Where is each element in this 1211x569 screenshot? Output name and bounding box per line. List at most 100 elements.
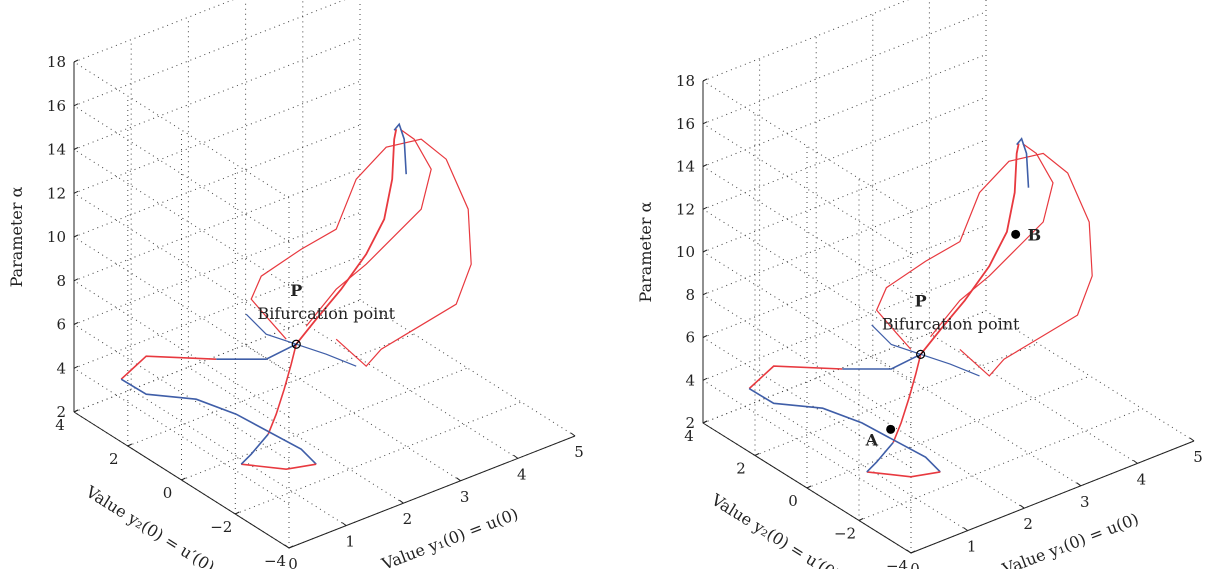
y-tick-label: 4 — [55, 416, 65, 434]
z-tick-mark — [73, 234, 79, 238]
grid-line — [858, 408, 1143, 521]
red-inner-branch — [930, 143, 1054, 338]
grid-line — [702, 310, 987, 424]
grid-line — [702, 208, 912, 340]
x-tick-label: 5 — [1193, 448, 1203, 466]
x-tick-mark — [399, 499, 404, 504]
blue-descending-branch — [240, 433, 269, 465]
y-tick-label-mark — [754, 453, 760, 456]
y-tick-label: −4 — [886, 557, 908, 569]
red-lower-loop — [241, 463, 317, 471]
grid-line — [73, 37, 361, 150]
z-axis-label: Parameter α — [636, 201, 655, 302]
x-axis-line — [910, 440, 1195, 554]
grid-line — [872, 355, 1082, 487]
grid-line — [702, 96, 987, 210]
z-tick-label: 4 — [56, 359, 66, 377]
z-tick-label: 8 — [685, 286, 695, 304]
grid-line — [759, 400, 968, 532]
x-tick-label: 4 — [1137, 470, 1147, 488]
blue-top-branch — [1016, 137, 1030, 188]
grid-line — [73, 280, 290, 418]
grid-line — [985, 310, 1195, 442]
grid-line — [702, 225, 987, 338]
red-upper-loop — [250, 138, 472, 368]
y-tick-label: 0 — [163, 484, 173, 502]
z-tick-mark — [702, 335, 708, 338]
bifurcation-marker-cross — [292, 340, 300, 348]
red-inner-branch — [305, 128, 432, 327]
blue-lower-loop — [748, 387, 941, 473]
grid-line — [235, 401, 522, 515]
z-tick-label: 14 — [676, 158, 695, 176]
z-tick-mark — [73, 365, 79, 369]
grid-line — [754, 343, 1039, 456]
x-tick-label: 4 — [517, 465, 527, 483]
x-tick-mark — [284, 544, 290, 549]
y-tick-label: −2 — [210, 518, 232, 536]
grid-line — [702, 139, 987, 253]
z-tick-mark — [73, 322, 79, 325]
x-tick-mark — [456, 477, 461, 482]
z-tick-label: 6 — [56, 316, 66, 334]
x-tick-mark — [1189, 437, 1195, 442]
bifurcation-marker — [291, 339, 301, 349]
z-tick-label: 4 — [685, 371, 695, 389]
x-axis-label: Value y₁(0) = u(0) — [999, 509, 1141, 569]
grid-line — [188, 366, 404, 504]
z-tick-mark — [702, 420, 708, 424]
grid-line — [702, 123, 912, 255]
z-tick-mark — [702, 249, 708, 253]
grid-line — [73, 367, 290, 505]
x-tick-label: 1 — [967, 538, 977, 556]
bifurcation-marker-cross — [917, 350, 925, 358]
x-tick-mark — [1019, 504, 1025, 509]
grid-line — [702, 166, 912, 297]
marked-point-b — [1011, 229, 1021, 239]
blue-descending-branch — [866, 441, 894, 473]
z-axis-label: Parameter α — [7, 186, 26, 287]
y-tick-label: −2 — [834, 525, 856, 543]
grid-line — [73, 212, 361, 325]
z-tick-label: 14 — [47, 141, 66, 159]
y-axis-label: Value y₂(0) = u′(0) — [82, 482, 218, 569]
z-tick-mark — [702, 121, 708, 125]
grid-line — [73, 0, 346, 107]
y-tick-label-mark — [910, 550, 916, 554]
y-tick-label-mark — [235, 511, 240, 515]
marked-point-a — [886, 424, 896, 434]
y-tick-label-mark — [127, 443, 133, 447]
blue-lower-loop — [120, 378, 317, 465]
x-tick-label: 2 — [1023, 515, 1033, 533]
marked-point-label-b: B — [1028, 225, 1042, 244]
grid-line — [73, 255, 361, 369]
grid-line — [702, 379, 912, 511]
red-left-loop — [120, 355, 217, 380]
z-tick-mark — [702, 377, 708, 381]
z-tick-mark — [702, 164, 708, 167]
x-tick-mark — [1076, 482, 1082, 487]
z-tick-label: 2 — [685, 414, 695, 432]
y-tick-label: 2 — [736, 460, 746, 478]
z-tick-label: 12 — [676, 200, 695, 218]
z-tick-label: 16 — [676, 115, 695, 133]
grid-line — [702, 54, 987, 167]
x-tick-label: 1 — [345, 533, 355, 551]
z-tick-mark — [702, 206, 708, 210]
grid-line — [73, 80, 361, 194]
red-lower-loop — [866, 471, 941, 478]
y-tick-label: 2 — [109, 450, 119, 468]
grid-line — [815, 377, 1025, 509]
x-tick-label: 2 — [403, 510, 413, 528]
z-tick-mark — [702, 78, 708, 82]
z-tick-label: 6 — [685, 329, 695, 347]
x-tick-mark — [1133, 460, 1138, 464]
grid-line — [806, 375, 1091, 489]
grid-line — [73, 61, 290, 199]
grid-line — [702, 267, 987, 381]
z-tick-mark — [702, 292, 708, 296]
red-lower-branch — [892, 354, 922, 443]
